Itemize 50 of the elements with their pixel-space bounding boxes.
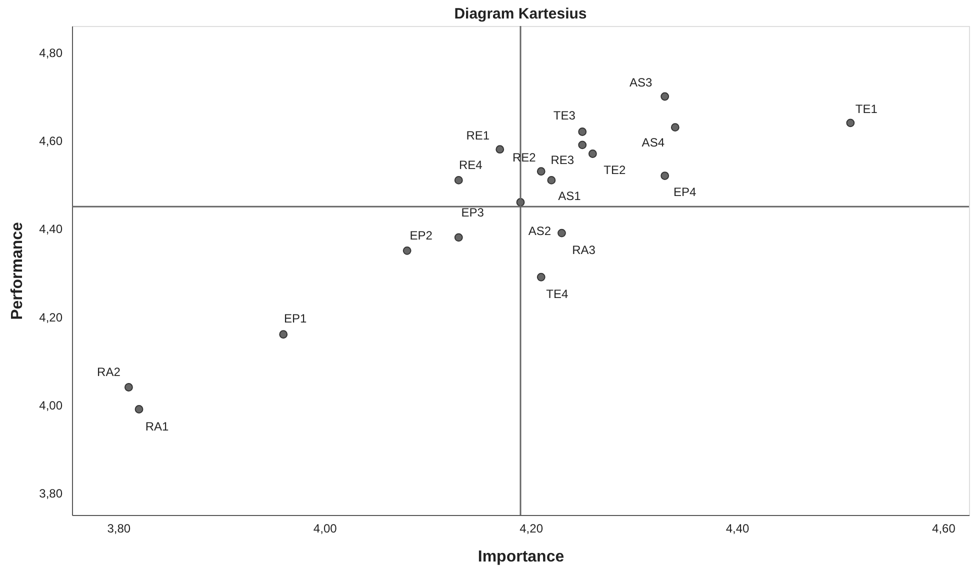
point: [454, 233, 463, 242]
annotation: EP3: [461, 205, 484, 220]
x-axis-title: Importance: [478, 548, 564, 566]
x-tick-label: 4,20: [520, 522, 544, 536]
annotation: RA3: [572, 243, 596, 258]
annotation: EP2: [410, 228, 433, 243]
annotation: TE4: [546, 287, 568, 302]
annotation: TE3: [553, 108, 576, 123]
point: [279, 330, 288, 339]
y-tick-label: 3,80: [39, 486, 63, 500]
point: [578, 128, 587, 136]
point: [558, 228, 566, 238]
point: [536, 272, 546, 282]
y-tick-label: 4,60: [39, 134, 63, 148]
x-tick-label: 4,40: [726, 522, 750, 536]
point: [846, 118, 855, 128]
annotation: RA1: [145, 419, 170, 434]
point: [660, 172, 670, 180]
annotation: TE2: [604, 162, 626, 177]
x-tick-label: 4,00: [313, 522, 338, 536]
point: [454, 176, 463, 184]
annotation: RE4: [458, 158, 483, 172]
y-tick-label: 4,80: [39, 46, 63, 60]
x-tick-label: 3,80: [107, 522, 131, 536]
annotation: EP4: [674, 184, 697, 199]
point: [660, 92, 670, 101]
point: [588, 150, 597, 158]
annotation: RA2: [97, 365, 121, 380]
point: [670, 123, 680, 132]
point: [536, 167, 546, 176]
point: [547, 176, 556, 184]
annotation: TE1: [855, 102, 878, 116]
annotation: AS3: [630, 75, 653, 90]
chart-title: Diagram Kartesius: [454, 5, 587, 22]
y-tick-label: 4,00: [39, 398, 63, 412]
annotation: RE1: [466, 128, 490, 142]
y-tick-label: 4,20: [39, 310, 63, 324]
point: [402, 246, 412, 255]
x-tick-label: 4,60: [932, 522, 956, 536]
annotation: AS2: [528, 224, 552, 238]
point: [496, 145, 504, 154]
y-axis-title: Performance: [9, 222, 26, 320]
annotation: AS1: [558, 189, 582, 204]
annotation: RE3: [550, 152, 574, 167]
point: [134, 405, 144, 414]
point: [578, 140, 587, 150]
y-tick-label: 4,40: [39, 222, 63, 236]
annotation: EP1: [284, 311, 308, 326]
annotation: AS4: [642, 135, 665, 150]
point: [124, 383, 133, 392]
